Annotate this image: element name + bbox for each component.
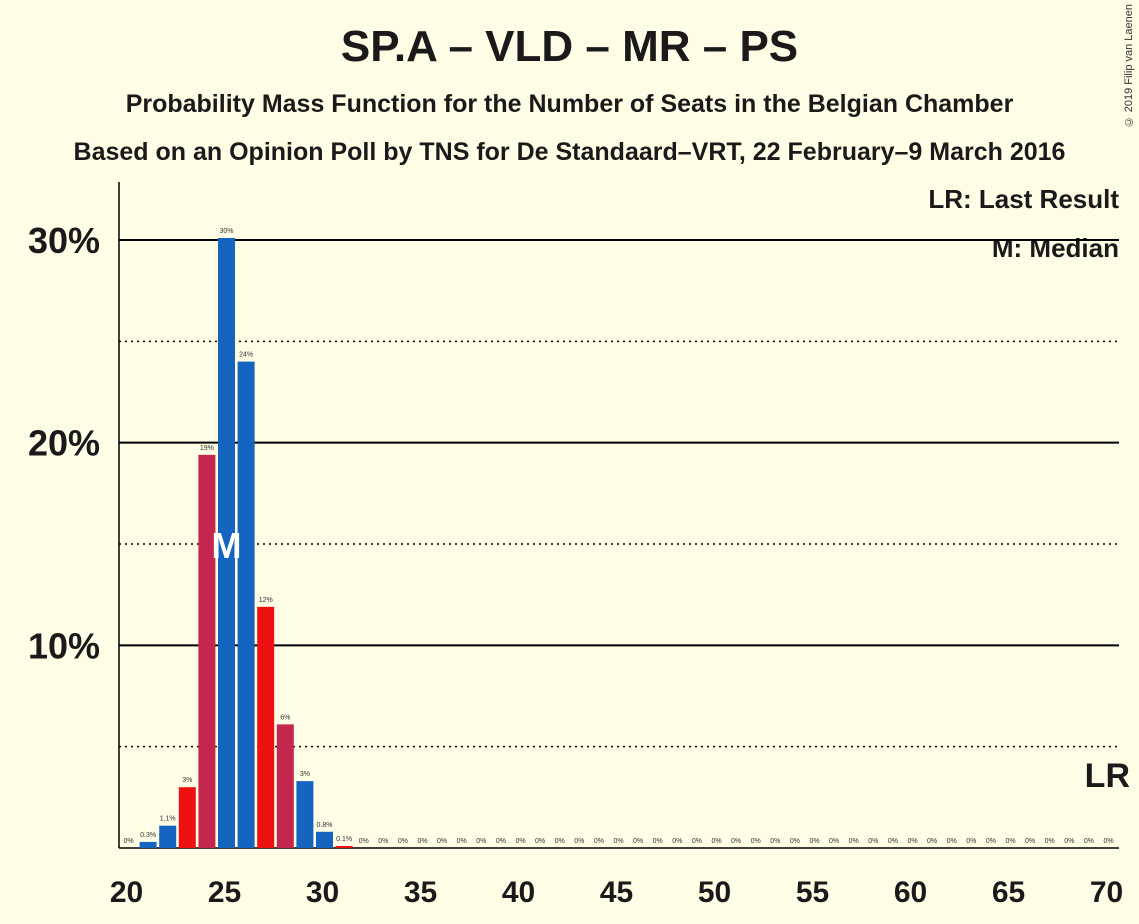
data-label: 0% bbox=[359, 838, 369, 845]
data-label: 0% bbox=[613, 838, 623, 845]
data-label: 0.8% bbox=[317, 822, 333, 829]
y-tick-label: 30% bbox=[28, 220, 100, 261]
data-label: 0% bbox=[594, 838, 604, 845]
data-label: 0% bbox=[476, 838, 486, 845]
data-label: 0% bbox=[653, 838, 663, 845]
data-label: 0% bbox=[711, 838, 721, 845]
data-label: 6% bbox=[280, 714, 290, 721]
x-tick-label: 55 bbox=[796, 876, 829, 909]
data-label: 24% bbox=[239, 352, 253, 359]
data-label: 0% bbox=[947, 838, 957, 845]
data-label: 0% bbox=[1064, 838, 1074, 845]
data-label: 0% bbox=[1005, 838, 1015, 845]
bar-seats-29 bbox=[296, 781, 314, 848]
x-tick-label: 45 bbox=[600, 876, 633, 909]
data-label: 0% bbox=[1045, 838, 1055, 845]
data-label: 0% bbox=[574, 838, 584, 845]
data-label: 0% bbox=[1025, 838, 1035, 845]
bar-seats-28 bbox=[276, 724, 294, 848]
data-label: 0% bbox=[1103, 838, 1113, 845]
bar-seats-22 bbox=[159, 825, 177, 848]
y-tick-label: 10% bbox=[28, 625, 100, 666]
data-label: 0% bbox=[829, 838, 839, 845]
y-tick-label: 20% bbox=[28, 423, 100, 464]
data-label: 0% bbox=[888, 838, 898, 845]
data-label: 0% bbox=[437, 838, 447, 845]
data-label: 0% bbox=[457, 838, 467, 845]
data-label: 30% bbox=[219, 228, 233, 235]
bar-seats-23 bbox=[178, 787, 196, 848]
chart-subtitle: Probability Mass Function for the Number… bbox=[125, 90, 1014, 118]
legend-last-result: LR: Last Result bbox=[928, 184, 1119, 214]
bar-seats-25 bbox=[218, 237, 235, 848]
data-label: 0% bbox=[770, 838, 780, 845]
x-tick-label: 70 bbox=[1090, 876, 1123, 909]
bar-seats-31 bbox=[335, 845, 353, 848]
chart-title: SP.A – VLD – MR – PS bbox=[340, 22, 799, 71]
median-marker: M bbox=[212, 525, 242, 566]
x-tick-label: 65 bbox=[992, 876, 1025, 909]
x-tick-label: 50 bbox=[698, 876, 731, 909]
bar-seats-27 bbox=[257, 606, 275, 848]
data-label: 0% bbox=[1084, 838, 1094, 845]
x-tick-label: 60 bbox=[894, 876, 927, 909]
data-label: 0% bbox=[868, 838, 878, 845]
data-label: 0% bbox=[535, 838, 545, 845]
data-label: 0% bbox=[849, 838, 859, 845]
data-label: 12% bbox=[259, 597, 273, 604]
x-tick-label: 25 bbox=[208, 876, 241, 909]
data-label: 3% bbox=[182, 777, 192, 784]
data-label: 0% bbox=[123, 838, 133, 845]
data-label: 0% bbox=[751, 838, 761, 845]
data-label: 0% bbox=[790, 838, 800, 845]
x-tick-label: 35 bbox=[404, 876, 437, 909]
data-label: 0% bbox=[672, 838, 682, 845]
data-label: 0% bbox=[398, 838, 408, 845]
data-label: 3% bbox=[300, 771, 310, 778]
data-label: 0% bbox=[966, 838, 976, 845]
legend-median: M: Median bbox=[991, 233, 1119, 263]
data-label: 0% bbox=[986, 838, 996, 845]
data-label: 0% bbox=[378, 838, 388, 845]
bar-seats-24 bbox=[198, 454, 216, 848]
bar-seats-26 bbox=[237, 361, 255, 848]
data-label: 19% bbox=[200, 445, 214, 452]
data-label: 0% bbox=[633, 838, 643, 845]
data-label: 0% bbox=[417, 838, 427, 845]
x-tick-label: 40 bbox=[502, 876, 535, 909]
data-label: 0% bbox=[809, 838, 819, 845]
chart-subtitle-source: Based on an Opinion Poll by TNS for De S… bbox=[73, 138, 1066, 166]
bar-seats-21 bbox=[139, 841, 157, 848]
data-label: 0% bbox=[927, 838, 937, 845]
data-label: 1.1% bbox=[160, 816, 176, 823]
last-result-marker: LR bbox=[1085, 757, 1130, 795]
data-label: 0.1% bbox=[336, 836, 352, 843]
bar-seats-30 bbox=[316, 831, 333, 848]
data-label: 0% bbox=[907, 838, 917, 845]
data-label: 0% bbox=[692, 838, 702, 845]
x-tick-label: 30 bbox=[306, 876, 339, 909]
data-label: 0.3% bbox=[140, 832, 156, 839]
data-label: 0% bbox=[515, 838, 525, 845]
data-label: 0% bbox=[555, 838, 565, 845]
data-label: 0% bbox=[496, 838, 506, 845]
x-tick-label: 20 bbox=[110, 876, 143, 909]
data-label: 0% bbox=[731, 838, 741, 845]
